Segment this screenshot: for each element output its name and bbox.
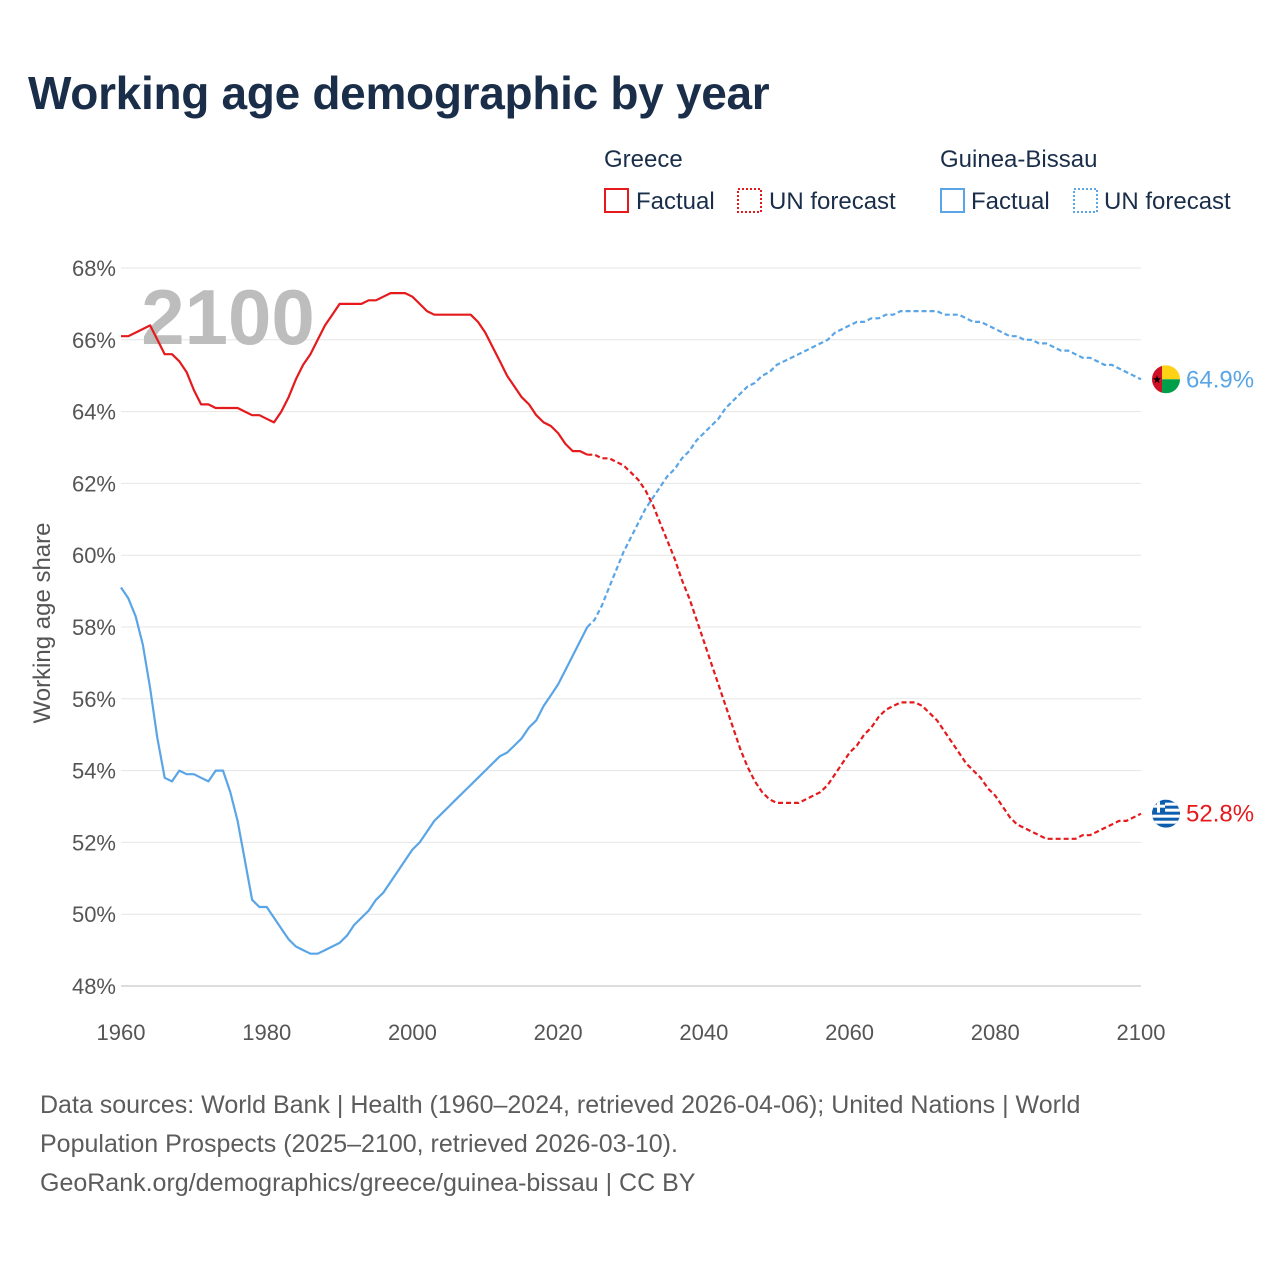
y-tick-label: 66% [72,328,116,353]
guinea-bissau-flag-icon [1152,365,1180,393]
year-watermark: 2100 [141,273,315,361]
y-axis-label: Working age share [29,523,56,724]
legend-group-guinea-bissau: Guinea-Bissau [940,146,1097,173]
x-tick-label: 2060 [825,1020,874,1045]
footer-sources-line1: Data sources: World Bank | Health (1960–… [40,1086,1240,1125]
legend-guinea-bissau-forecast: UN forecast [1104,188,1231,215]
legend-greece-forecast: UN forecast [769,188,896,215]
legend: Greece Guinea-Bissau Factual UN forecast… [604,146,1231,215]
x-tick-label: 2080 [971,1020,1020,1045]
y-tick-label: 64% [72,400,116,425]
legend-swatch-greece-forecast [738,189,761,212]
x-tick-label: 2000 [388,1020,437,1045]
legend-swatch-guinea-bissau-factual [941,189,964,212]
legend-swatch-greece-factual [605,189,628,212]
footer-attribution: GeoRank.org/demographics/greece/guinea-b… [40,1164,1240,1203]
y-axis-ticks: 48% 50% 52% 54% 56% 58% 60% 62% 64% 66% 68% [72,256,116,999]
legend-group-greece: Greece [604,146,683,173]
y-tick-label: 48% [72,974,116,999]
end-label-guinea-bissau: 64.9% [1186,366,1254,393]
y-tick-label: 54% [72,759,116,784]
y-tick-label: 58% [72,615,116,640]
x-tick-label: 1960 [97,1020,146,1045]
x-tick-label: 2100 [1117,1020,1166,1045]
footer: Data sources: World Bank | Health (1960–… [40,1086,1240,1203]
legend-swatch-guinea-bissau-forecast [1074,189,1097,212]
y-tick-label: 62% [72,471,116,496]
gridlines [121,268,1141,986]
y-tick-label: 60% [72,543,116,568]
x-tick-label: 2040 [679,1020,728,1045]
y-tick-label: 68% [72,256,116,281]
footer-sources-line2: Population Prospects (2025–2100, retriev… [40,1125,1240,1164]
greece-flag-icon [1152,800,1180,828]
x-axis-ticks: 1960 1980 2000 2020 2040 2060 2080 2100 [97,1020,1166,1045]
series-line-greece-forecast [587,455,1141,839]
legend-guinea-bissau-factual: Factual [971,188,1050,215]
series-line-guinea-bissau-forecast [587,311,1141,627]
series-lines [121,293,1141,954]
x-tick-label: 2020 [534,1020,583,1045]
y-tick-label: 50% [72,902,116,927]
end-label-greece: 52.8% [1186,801,1254,828]
line-chart: 48%50%52%54%56%58%60%62%64%66%68% 1960 19… [0,0,1280,1080]
y-tick-label: 56% [72,687,116,712]
legend-greece-factual: Factual [636,188,715,215]
y-tick-label: 52% [72,830,116,855]
x-tick-label: 1980 [242,1020,291,1045]
